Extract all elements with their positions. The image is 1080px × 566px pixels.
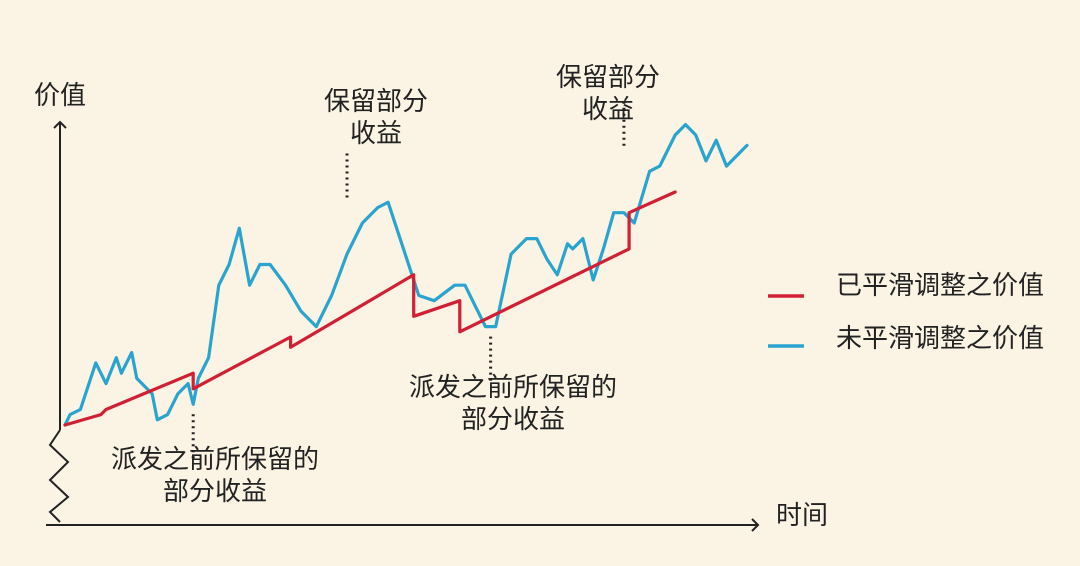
series-smoothed-line: [63, 190, 677, 427]
legend-label-unsmoothed: 未平滑调整之价值: [836, 324, 1045, 354]
annotation-2-line-2: 收益: [349, 119, 402, 149]
x-axis-label: 时间: [776, 501, 829, 531]
annotation-label-4: 保留部分 收益: [548, 62, 668, 126]
annotation-3-line-1: 派发之前所保留的: [408, 373, 617, 403]
annotation-1-line-2: 部分收益: [162, 477, 267, 507]
annotation-label-2: 保留部分 收益: [316, 86, 436, 150]
annotation-label-1: 派发之前所保留的 部分收益: [105, 444, 325, 508]
annotation-label-3: 派发之前所保留的 部分收益: [403, 372, 623, 436]
y-axis-break: [48, 429, 70, 523]
annotation-4-line-1: 保留部分: [555, 63, 660, 93]
annotation-4-line-2: 收益: [581, 95, 634, 125]
annotation-3-line-2: 部分收益: [460, 405, 565, 435]
annotation-2-line-1: 保留部分: [323, 87, 428, 117]
series-unsmoothed-line: [63, 122, 749, 427]
legend-label-smoothed: 已平滑调整之价值: [836, 271, 1045, 301]
y-axis-label: 价值: [34, 81, 87, 111]
annotation-1-line-1: 派发之前所保留的: [110, 445, 319, 475]
